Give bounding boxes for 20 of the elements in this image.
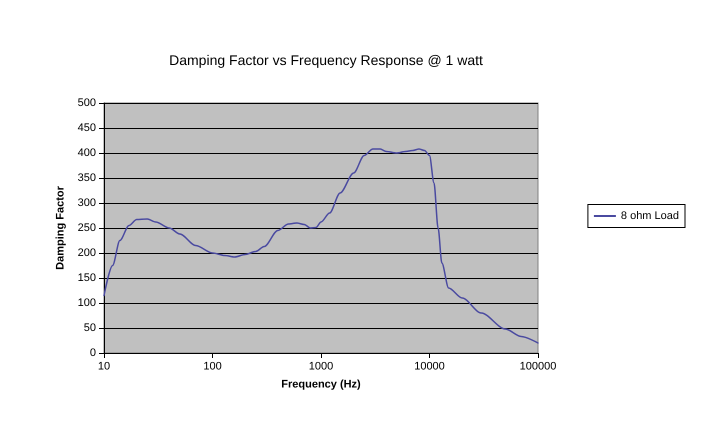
y-tick-label: 300	[78, 197, 96, 209]
y-tick-label: 500	[78, 97, 96, 109]
y-tick-label: 0	[90, 347, 96, 359]
y-tick-label: 450	[78, 122, 96, 134]
legend-label: 8 ohm Load	[620, 210, 680, 222]
y-tick-label: 400	[78, 147, 96, 159]
y-tick-label: 350	[78, 172, 96, 184]
y-tick-label: 200	[78, 247, 96, 259]
x-axis-title: Frequency (Hz)	[281, 378, 362, 390]
y-tick-label: 50	[84, 322, 96, 334]
x-tick-label: 10	[98, 360, 110, 372]
chart-title: Damping Factor vs Frequency Response @ 1 watt	[169, 52, 483, 68]
x-tick-label: 100000	[520, 360, 556, 372]
y-tick-label: 150	[78, 272, 96, 284]
y-tick-label: 250	[78, 222, 96, 234]
y-axis-title: Damping Factor	[54, 185, 66, 270]
x-tick-label: 1000	[308, 360, 334, 372]
x-tick-label: 10000	[414, 360, 445, 372]
y-tick-label: 100	[78, 297, 96, 309]
x-tick-label: 100	[203, 360, 222, 372]
